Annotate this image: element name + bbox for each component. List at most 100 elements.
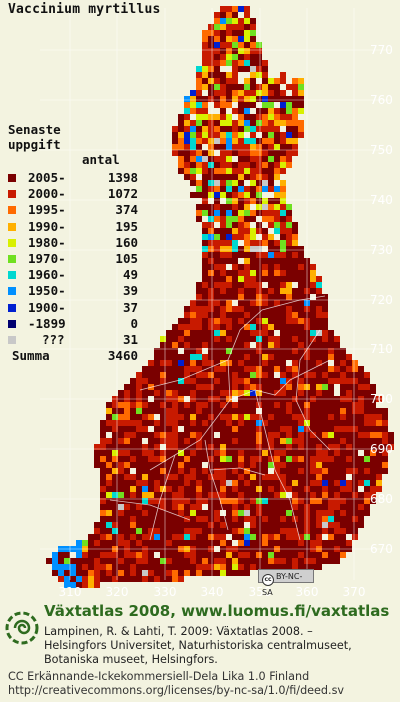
distribution-cell	[172, 348, 178, 354]
distribution-cell	[226, 408, 232, 414]
distribution-cell	[340, 366, 346, 372]
site-link[interactable]: Växtatlas 2008, www.luomus.fi/vaxtatlas	[44, 602, 390, 620]
distribution-cell	[238, 60, 244, 66]
distribution-cell	[142, 384, 148, 390]
distribution-cell	[196, 144, 202, 150]
distribution-cell	[226, 222, 232, 228]
distribution-cell	[238, 504, 244, 510]
distribution-cell	[256, 42, 262, 48]
distribution-cell	[244, 438, 250, 444]
distribution-cell	[268, 402, 274, 408]
distribution-cell	[118, 444, 124, 450]
distribution-cell	[178, 354, 184, 360]
distribution-cell	[244, 120, 250, 126]
distribution-cell	[184, 492, 190, 498]
distribution-cell	[316, 378, 322, 384]
distribution-cell	[268, 360, 274, 366]
distribution-cell	[190, 348, 196, 354]
distribution-cell	[130, 414, 136, 420]
distribution-cell	[274, 78, 280, 84]
distribution-cell	[316, 486, 322, 492]
distribution-cell	[178, 540, 184, 546]
distribution-cell	[202, 558, 208, 564]
distribution-cell	[274, 552, 280, 558]
distribution-cell	[172, 432, 178, 438]
distribution-cell	[232, 390, 238, 396]
distribution-cell	[142, 432, 148, 438]
distribution-cell	[274, 138, 280, 144]
distribution-cell	[322, 438, 328, 444]
distribution-cell	[370, 426, 376, 432]
distribution-cell	[322, 486, 328, 492]
distribution-cell	[298, 456, 304, 462]
distribution-cell	[310, 522, 316, 528]
distribution-cell	[202, 234, 208, 240]
distribution-cell	[226, 24, 232, 30]
distribution-cell	[286, 480, 292, 486]
distribution-cell	[298, 510, 304, 516]
distribution-cell	[256, 360, 262, 366]
distribution-cell	[172, 330, 178, 336]
distribution-cell	[244, 504, 250, 510]
distribution-cell	[328, 384, 334, 390]
distribution-cell	[274, 96, 280, 102]
distribution-cell	[310, 372, 316, 378]
distribution-cell	[262, 228, 268, 234]
distribution-cell	[202, 378, 208, 384]
distribution-cell	[190, 474, 196, 480]
distribution-cell	[82, 552, 88, 558]
distribution-cell	[286, 114, 292, 120]
distribution-cell	[238, 180, 244, 186]
distribution-cell	[310, 420, 316, 426]
distribution-cell	[262, 366, 268, 372]
distribution-cell	[256, 450, 262, 456]
distribution-cell	[178, 330, 184, 336]
distribution-cell	[124, 498, 130, 504]
distribution-cell	[274, 282, 280, 288]
distribution-cell	[268, 168, 274, 174]
distribution-cell	[208, 24, 214, 30]
distribution-cell	[232, 570, 238, 576]
distribution-cell	[268, 522, 274, 528]
distribution-cell	[322, 432, 328, 438]
distribution-cell	[268, 438, 274, 444]
distribution-cell	[328, 342, 334, 348]
distribution-cell	[142, 474, 148, 480]
distribution-cell	[208, 222, 214, 228]
distribution-cell	[310, 384, 316, 390]
distribution-cell	[316, 498, 322, 504]
distribution-cell	[148, 414, 154, 420]
distribution-cell	[280, 438, 286, 444]
distribution-cell	[214, 444, 220, 450]
distribution-cell	[256, 438, 262, 444]
license-url[interactable]: http://creativecommons.org/licenses/by-n…	[8, 684, 345, 697]
distribution-cell	[364, 504, 370, 510]
distribution-cell	[286, 462, 292, 468]
distribution-cell	[106, 510, 112, 516]
distribution-cell	[172, 564, 178, 570]
distribution-cell	[256, 138, 262, 144]
distribution-cell	[160, 474, 166, 480]
distribution-cell	[292, 540, 298, 546]
distribution-cell	[316, 462, 322, 468]
distribution-cell	[178, 564, 184, 570]
distribution-cell	[136, 552, 142, 558]
distribution-cell	[208, 36, 214, 42]
distribution-cell	[214, 324, 220, 330]
distribution-cell	[148, 498, 154, 504]
distribution-cell	[214, 120, 220, 126]
distribution-cell	[244, 54, 250, 60]
distribution-cell	[274, 318, 280, 324]
distribution-cell	[226, 342, 232, 348]
distribution-cell	[190, 366, 196, 372]
distribution-cell	[238, 540, 244, 546]
distribution-cell	[310, 390, 316, 396]
distribution-cell	[118, 522, 124, 528]
distribution-cell	[310, 270, 316, 276]
distribution-cell	[208, 318, 214, 324]
distribution-cell	[292, 390, 298, 396]
citation-line1: Lampinen, R. & Lahti, T. 2009: Växtatlas…	[44, 625, 313, 638]
distribution-cell	[178, 408, 184, 414]
distribution-cell	[124, 474, 130, 480]
distribution-cell	[250, 162, 256, 168]
